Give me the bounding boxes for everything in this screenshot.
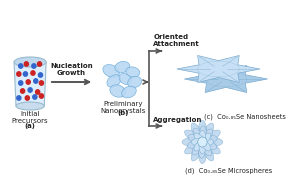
Ellipse shape [201,133,211,143]
Circle shape [36,90,40,94]
Ellipse shape [200,140,212,156]
Ellipse shape [184,140,205,154]
Ellipse shape [126,67,140,77]
Ellipse shape [184,130,205,144]
Circle shape [39,81,44,85]
Circle shape [19,64,23,68]
Ellipse shape [199,130,206,143]
Circle shape [34,79,38,83]
Ellipse shape [200,130,220,144]
Circle shape [33,95,37,99]
Ellipse shape [201,136,217,145]
Circle shape [198,137,207,147]
Ellipse shape [194,140,204,151]
Text: (a): (a) [25,123,36,129]
Circle shape [31,71,35,75]
Circle shape [24,62,28,66]
Circle shape [38,62,42,66]
Ellipse shape [103,65,119,77]
Ellipse shape [198,140,207,164]
Ellipse shape [182,138,205,146]
Ellipse shape [194,133,204,143]
Text: Preliminary
Nanocrystals: Preliminary Nanocrystals [100,101,146,114]
Ellipse shape [200,138,223,146]
Circle shape [20,89,25,93]
Ellipse shape [191,123,205,144]
Circle shape [28,88,32,92]
Circle shape [32,64,36,68]
Circle shape [39,94,44,98]
Ellipse shape [191,140,205,161]
Ellipse shape [110,85,126,97]
Ellipse shape [188,139,204,148]
Circle shape [19,81,23,85]
Text: Initial
Precursors: Initial Precursors [12,111,48,124]
Circle shape [38,73,43,77]
Ellipse shape [119,74,131,84]
Circle shape [25,96,29,100]
Ellipse shape [200,140,214,161]
Ellipse shape [199,126,207,144]
Text: Aggregation: Aggregation [154,117,203,123]
Ellipse shape [193,128,204,144]
Ellipse shape [122,86,136,98]
Ellipse shape [199,141,206,154]
Ellipse shape [14,57,46,67]
Ellipse shape [200,140,220,154]
Text: Nucleation
Growth: Nucleation Growth [50,63,93,76]
Ellipse shape [201,129,213,144]
Circle shape [23,72,28,76]
Ellipse shape [16,102,44,110]
Ellipse shape [188,135,204,144]
Polygon shape [184,66,268,92]
Ellipse shape [191,139,204,146]
Polygon shape [177,56,260,83]
Ellipse shape [201,140,217,149]
Ellipse shape [200,123,214,144]
Circle shape [17,96,21,100]
Ellipse shape [115,61,130,73]
Ellipse shape [201,140,211,151]
Ellipse shape [192,140,204,155]
Text: (d)  Co₀.₈₅Se Microspheres: (d) Co₀.₈₅Se Microspheres [184,167,272,174]
Circle shape [17,72,21,76]
Ellipse shape [198,120,207,144]
Text: (b): (b) [118,110,129,116]
Circle shape [26,80,30,84]
Text: (c)  Co₀.₈₅Se Nanosheets: (c) Co₀.₈₅Se Nanosheets [204,114,286,121]
Polygon shape [14,62,46,106]
Ellipse shape [201,139,213,146]
Text: Oriented
Attachment: Oriented Attachment [154,34,200,47]
Ellipse shape [198,140,206,158]
Ellipse shape [107,75,121,87]
Ellipse shape [128,76,142,88]
